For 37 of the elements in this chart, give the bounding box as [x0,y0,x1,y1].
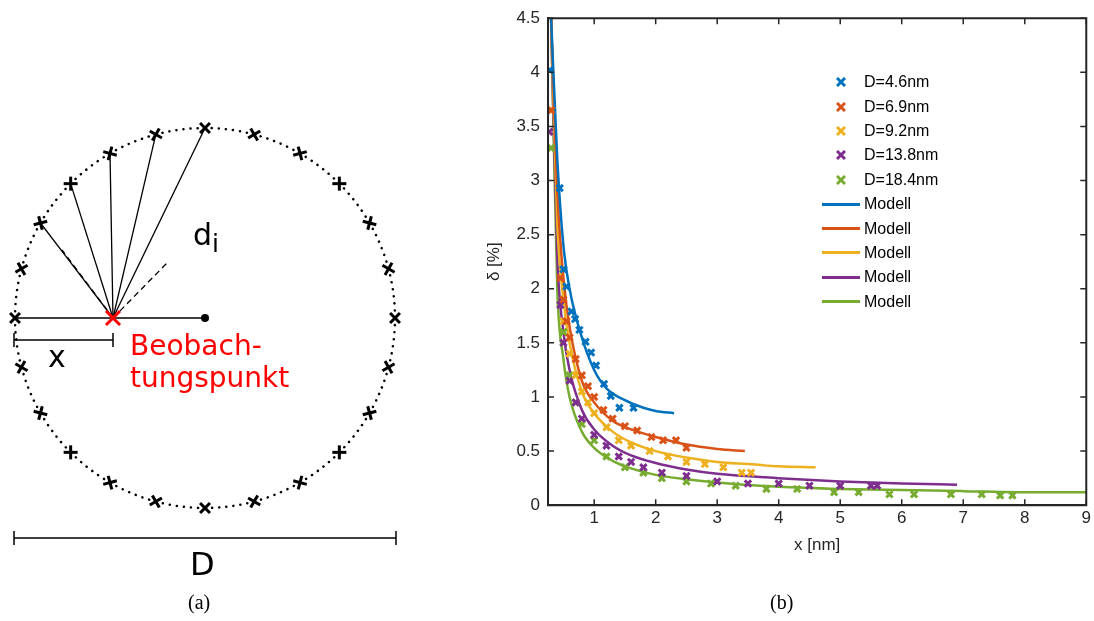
y-tick-label: 2 [530,278,541,298]
x-tick-label: 4 [773,508,784,528]
x-axis-title: x [nm] [794,535,841,555]
legend-label: Modell [864,268,912,287]
y-tick-label: 1 [530,386,541,406]
x-tick-label: 9 [1081,508,1092,528]
x-tick-label: 8 [1020,508,1030,528]
legend-label: D=4.6nm [864,73,930,92]
legend-label: Modell [864,243,912,262]
y-tick-label: 0.5 [516,440,541,460]
text: (b) [770,591,794,613]
legend-label: D=13.8nm [864,146,939,165]
y-tick-label: 0 [530,494,541,514]
y-tick-label: 2.5 [516,224,541,244]
x-tick-label: 2 [650,508,661,528]
y-tick-label: 3.5 [516,116,541,136]
x-tick-label: 6 [897,508,907,528]
y-tick-label: 4 [530,62,541,81]
x-tick-label: 7 [958,508,968,528]
x-tick-label: 1 [589,508,599,528]
y-tick-label: 1.5 [516,332,541,352]
text: d$_{i}$ [193,217,219,258]
legend-label: Modell [864,292,912,311]
legend-label: D=18.4nm [864,170,939,189]
y-tick-label: 4.5 [516,7,541,27]
x-tick-label: 5 [835,508,845,528]
legend-label: D=6.9nm [864,97,930,116]
text: x [48,339,66,374]
legend-label: Modell [864,195,912,214]
text: Beobach-tungspunkt [130,329,290,395]
x-tick-label: 3 [712,508,722,528]
text: (a) [188,591,211,613]
text: D [190,545,215,583]
y-tick-label: 3 [530,170,541,190]
y-axis-title: δ [%] [483,242,503,282]
legend-label: D=9.2nm [864,121,930,140]
legend-label: Modell [864,219,912,238]
